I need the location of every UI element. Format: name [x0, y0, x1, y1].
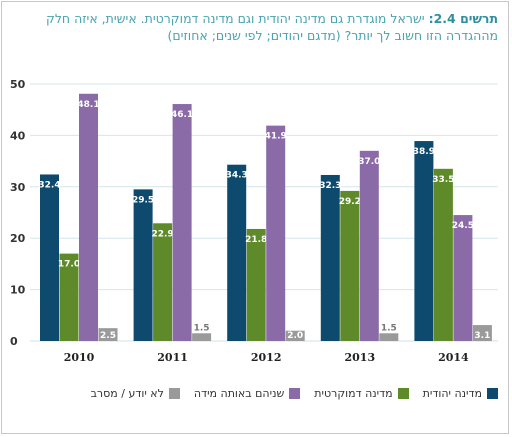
data-label: 32.4 [38, 180, 60, 190]
bar-jewish [414, 141, 434, 341]
x-tick-label: 2011 [157, 351, 188, 364]
bar-democratic [359, 150, 379, 341]
data-label: 38.9 [413, 147, 435, 157]
bar-dont_know [192, 333, 212, 341]
data-label: 29.5 [132, 195, 154, 205]
y-tick-label: 0 [10, 335, 18, 348]
legend-item-both: מדינה דמוקרטית [314, 386, 409, 400]
bar-democratic [172, 104, 192, 342]
data-label: 32.3 [319, 181, 341, 191]
legend-swatch-both [397, 387, 409, 399]
legend-label-both: מדינה דמוקרטית [314, 386, 393, 400]
chart-title-label: תרשים 2.4: [428, 11, 498, 26]
y-tick-label: 40 [10, 129, 26, 142]
legend-swatch-democratic [289, 387, 301, 399]
bar-both [153, 223, 173, 341]
bar-jewish [40, 174, 59, 341]
data-label: 33.5 [432, 175, 454, 185]
y-tick-label: 50 [10, 78, 26, 91]
bar-democratic [266, 125, 286, 341]
x-tick-label: 2012 [251, 351, 282, 364]
bar-both [246, 228, 266, 341]
chart-title: תרשים 2.4: ישראל מוגדרת גם מדינה יהודית … [10, 10, 498, 44]
chart-title-line1: ישראל מוגדרת גם מדינה יהודית וגם מדינה ד… [45, 11, 425, 26]
data-label: 46.1 [171, 110, 193, 120]
data-label: 29.2 [339, 197, 361, 207]
bar-dont_know [379, 333, 399, 341]
data-label: 34.3 [226, 171, 248, 181]
bar-both [59, 253, 79, 341]
data-label: 1.5 [194, 323, 210, 333]
y-tick-label: 30 [10, 181, 26, 194]
data-label: 22.9 [151, 229, 173, 239]
x-tick-label: 2010 [64, 351, 95, 364]
y-tick-label: 20 [10, 232, 26, 245]
data-label: 41.9 [265, 132, 287, 142]
bar-dont_know [98, 328, 118, 341]
x-tick-label: 2013 [344, 351, 375, 364]
legend-item-dont-know: לא יודע / מסרב [91, 387, 180, 400]
data-label: 37.0 [358, 157, 380, 167]
legend-label-democratic: שניהם באותה מידה [193, 386, 285, 400]
legend-item-democratic: שניהם באותה מידה [193, 386, 301, 400]
bar-both [340, 190, 360, 341]
legend-label-dont-know: לא יודע / מסרב [90, 386, 164, 400]
bar-jewish [320, 174, 340, 341]
chart-legend: מדינה יהודית מדינה דמוקרטית שניהם באותה … [14, 382, 498, 404]
bar-jewish [133, 189, 153, 341]
data-label: 17.0 [58, 260, 80, 270]
x-tick-label: 2014 [438, 351, 469, 364]
y-tick-label: 10 [10, 284, 26, 297]
legend-label-jewish: מדינה יהודית [422, 386, 482, 400]
legend-swatch-jewish [487, 387, 498, 399]
chart-title-line2: מההגדרה הזו חשוב לך יותר? (מדגם יהודים; … [167, 28, 498, 43]
bar-jewish [227, 164, 247, 341]
data-label: 24.5 [452, 221, 474, 231]
bar-both [433, 168, 453, 341]
data-label: 21.8 [245, 235, 267, 245]
data-label: 3.1 [474, 331, 490, 341]
bar-dont_know [472, 325, 492, 341]
data-label: 1.5 [381, 323, 397, 333]
bar-dont_know [285, 330, 305, 341]
data-label: 2.5 [100, 331, 116, 341]
legend-item-jewish: מדינה יהודית [423, 387, 498, 400]
data-label: 2.0 [287, 331, 303, 341]
legend-swatch-dont-know [168, 387, 180, 399]
bar-democratic [79, 93, 98, 342]
data-label: 48.1 [77, 100, 99, 110]
bar-democratic [453, 215, 473, 341]
